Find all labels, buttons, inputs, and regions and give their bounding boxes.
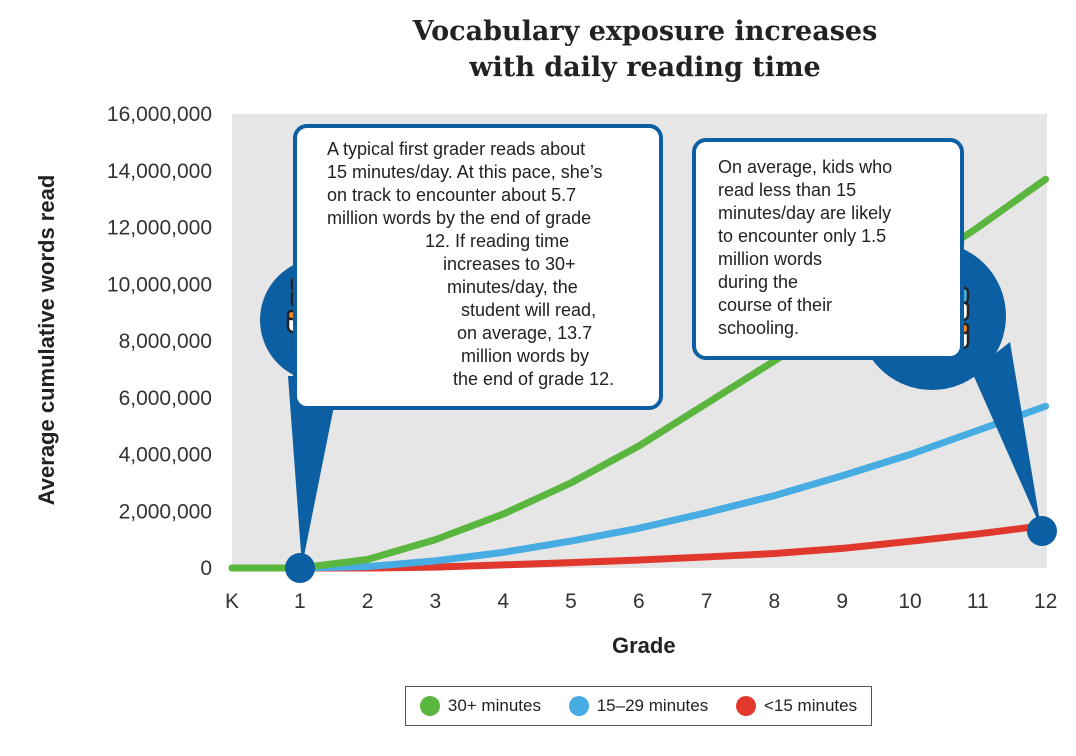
annotation-line: during the	[718, 272, 799, 292]
x-tick-label: 6	[633, 590, 645, 613]
annotation-line: minutes/day, the	[447, 277, 578, 297]
legend-item-15-29: 15–29 minutes	[568, 696, 709, 716]
annotation-line: student will read,	[461, 300, 597, 320]
y-tick-label: 10,000,000	[107, 273, 212, 296]
annotation-line: on average, 13.7	[457, 323, 593, 343]
legend-swatch-red	[736, 696, 756, 716]
y-tick-label: 2,000,000	[119, 500, 212, 523]
annotation-line: million words by the end of grade	[327, 208, 592, 228]
annotation-line: 12. If reading time	[425, 231, 570, 251]
annotation-line: schooling.	[718, 318, 800, 338]
y-axis-label: Average cumulative words read	[34, 175, 59, 506]
annotation-line: minutes/day are likely	[718, 203, 892, 223]
x-tick-label: 7	[701, 590, 713, 613]
series-line-1	[228, 402, 1050, 572]
legend-item-under-15: <15 minutes	[736, 696, 857, 716]
legend-item-30-plus: 30+ minutes	[419, 696, 541, 716]
legend-label: 30+ minutes	[447, 696, 541, 715]
annotation-line: On average, kids who	[718, 157, 893, 177]
annotation-line: to encounter only 1.5	[718, 226, 887, 246]
legend-label: <15 minutes	[764, 696, 858, 715]
y-tick-label: 4,000,000	[119, 444, 212, 467]
annotation-line: the end of grade 12.	[453, 369, 615, 389]
annotation-line: million words	[718, 249, 823, 269]
annotation-line: read less than 15	[718, 180, 857, 200]
chart-title: Vocabulary exposure increases with daily…	[300, 14, 990, 86]
annotation-line: on track to encounter about 5.7	[327, 185, 577, 205]
legend-label: 15–29 minutes	[596, 696, 709, 715]
x-tick-label: 4	[497, 590, 509, 613]
legend: 30+ minutes 15–29 minutes <15 minutes	[405, 686, 872, 726]
x-tick-label: 11	[967, 590, 989, 613]
legend-swatch-green	[419, 696, 440, 716]
y-axis: 0 2,000,000 4,000,000 6,000,000 8,000,000 10,…	[107, 103, 212, 580]
annotation-line: million words by	[461, 346, 590, 366]
chart-title-line-1: Vocabulary exposure increases	[412, 16, 878, 47]
legend-swatch-blue	[568, 696, 589, 716]
x-tick-label: 2	[362, 590, 374, 613]
x-tick-label: 1	[294, 590, 306, 613]
y-tick-label: 12,000,000	[107, 217, 212, 240]
x-tick-label: 12	[1034, 590, 1057, 613]
annotation-first-grader: A typical first grader reads about 15 min…	[293, 124, 663, 410]
annotation-line: A typical first grader reads about	[327, 139, 586, 159]
y-tick-label: 6,000,000	[119, 387, 212, 410]
x-tick-label: 5	[565, 590, 577, 613]
x-tick-label: 3	[430, 590, 442, 613]
y-tick-label: 0	[200, 557, 212, 580]
annotation-line: 15 minutes/day. At this pace, she’s	[327, 162, 603, 182]
x-tick-label: 10	[898, 590, 921, 613]
x-tick-label: 9	[836, 590, 848, 613]
x-axis: K 1 2 3 4 5 6 7 8 9 10 11 12	[225, 590, 1057, 613]
chart-title-line-2: with daily reading time	[469, 52, 821, 83]
y-tick-label: 14,000,000	[107, 160, 212, 183]
y-tick-label: 8,000,000	[119, 330, 212, 353]
annotation-line: increases to 30+	[443, 254, 576, 274]
y-tick-label: 16,000,000	[107, 103, 212, 126]
annotation-line: course of their	[718, 295, 833, 315]
x-axis-label: Grade	[612, 633, 676, 658]
x-tick-label: K	[225, 590, 239, 613]
x-tick-label: 8	[769, 590, 781, 613]
annotation-less-than-15: On average, kids who read less than 15 min…	[692, 138, 964, 360]
